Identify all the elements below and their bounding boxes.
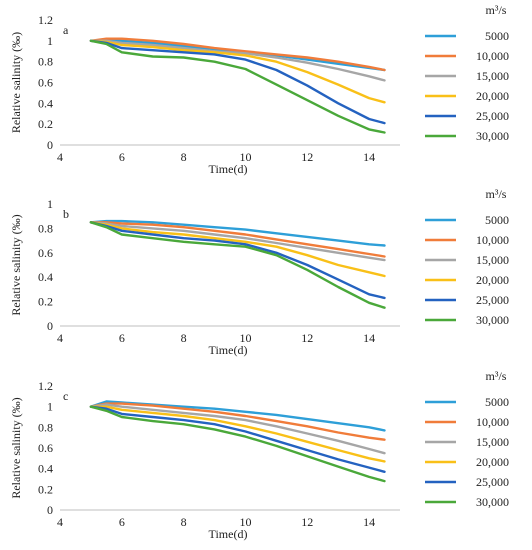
y-axis-label: Relative salinity (‰)	[9, 214, 23, 315]
y-tick-label: 1	[47, 400, 53, 414]
panel-label: b	[63, 207, 69, 221]
y-tick-label: 1.2	[38, 379, 53, 393]
legend-entry-label: 5000	[485, 213, 509, 227]
series-line	[89, 39, 386, 125]
x-axis-label: Time(d)	[209, 527, 248, 541]
legend-entry-label: 10,000	[476, 233, 509, 247]
series-line	[89, 221, 386, 262]
series-line	[89, 221, 386, 300]
panel-c: 0 0.2 0.4 0.6 0.8 1 1.2 4 6 8 10 12 14 Time(d) Relativ…	[9, 379, 400, 541]
series-line	[89, 221, 386, 258]
legend-entry-label: 20,000	[476, 455, 509, 469]
y-tick-label: 0.6	[38, 441, 53, 455]
x-tick-label: 6	[119, 331, 125, 345]
series-line	[89, 403, 386, 455]
series-line	[89, 221, 386, 278]
x-tick-label: 8	[181, 331, 187, 345]
x-tick-label: 12	[301, 150, 313, 164]
x-tick-label: 4	[57, 331, 63, 345]
chart-legends: m³/s500010,00015,00020,00025,00030,000m³…	[425, 3, 509, 509]
legend-unit-title: m³/s	[486, 187, 507, 201]
y-tick-label: 0	[47, 319, 53, 333]
series-line	[89, 39, 386, 134]
series-line	[89, 402, 386, 441]
x-tick-label: 10	[239, 150, 251, 164]
y-tick-label: 1.2	[38, 13, 53, 27]
legend-unit-title: m³/s	[486, 369, 507, 383]
y-tick-label: 1	[47, 34, 53, 48]
x-tick-label: 12	[301, 515, 313, 529]
y-tick-label: 0.6	[38, 246, 53, 260]
x-tick-label: 6	[119, 515, 125, 529]
legend-entry-label: 15,000	[476, 69, 509, 83]
y-axis-label: Relative salinity (‰)	[9, 397, 23, 498]
y-tick-label: 0.4	[38, 462, 53, 476]
legend-entry-label: 15,000	[476, 253, 509, 267]
series-line	[89, 405, 386, 463]
x-tick-label: 14	[363, 515, 375, 529]
legend-entry-label: 10,000	[476, 415, 509, 429]
y-tick-label: 0.4	[38, 96, 53, 110]
series-line	[89, 37, 386, 72]
x-axis-label: Time(d)	[209, 162, 248, 176]
series-line	[89, 39, 386, 104]
y-tick-label: 0.8	[38, 55, 53, 69]
legend-entry-label: 30,000	[476, 129, 509, 143]
series-line	[89, 400, 386, 432]
x-tick-label: 4	[57, 515, 63, 529]
series-line	[89, 405, 386, 473]
legend-entry-label: 25,000	[476, 109, 509, 123]
legend-unit-title: m³/s	[486, 3, 507, 17]
y-tick-label: 0.2	[38, 295, 53, 309]
legend-entry-label: 5000	[485, 395, 509, 409]
y-tick-label: 1	[47, 197, 53, 211]
legend-c: m³/s 5000 10,000 15,000 20,000 25,000 30,000	[425, 369, 509, 509]
series-line	[89, 405, 386, 483]
x-tick-label: 6	[119, 150, 125, 164]
y-tick-label: 0.2	[38, 117, 53, 131]
series-line	[89, 39, 386, 82]
legend-entry-label: 30,000	[476, 313, 509, 327]
legend-entry-label: 20,000	[476, 273, 509, 287]
x-tick-label: 10	[239, 331, 251, 345]
legend-a: m³/s 5000 10,000 15,000 20,000 25,000 30,000	[425, 3, 509, 143]
y-tick-label: 0.2	[38, 482, 53, 496]
y-tick-label: 0	[47, 503, 53, 517]
x-tick-label: 10	[239, 515, 251, 529]
legend-entry-label: 25,000	[476, 475, 509, 489]
legend-entry-label: 30,000	[476, 495, 509, 509]
y-tick-label: 0.8	[38, 420, 53, 434]
x-tick-label: 12	[301, 331, 313, 345]
x-tick-label: 14	[363, 331, 375, 345]
chart-panels: 00.20.40.60.811.24 6 8 10 12 14Time(d)Relativ…	[9, 13, 400, 541]
y-tick-label: 0.8	[38, 221, 53, 235]
y-tick-label: 0.4	[38, 270, 53, 284]
y-axis-label: Relative salinity (‰)	[9, 32, 23, 133]
y-tick-label: 0.6	[38, 76, 53, 90]
series-line	[89, 219, 386, 247]
y-tick-label: 0	[47, 138, 53, 152]
panel-label: c	[63, 389, 68, 403]
legend-entry-label: 20,000	[476, 89, 509, 103]
legend-entry-label: 5000	[485, 29, 509, 43]
x-tick-label: 8	[181, 150, 187, 164]
panel-label: a	[63, 23, 69, 37]
legend-entry-label: 15,000	[476, 435, 509, 449]
x-tick-label: 4	[57, 150, 63, 164]
x-tick-label: 14	[363, 150, 375, 164]
legend-entry-label: 10,000	[476, 49, 509, 63]
legend-entry-label: 25,000	[476, 293, 509, 307]
legend-b: m³/s 5000 10,000 15,000 20,000 25,000 30,000	[425, 187, 509, 327]
x-axis-label: Time(d)	[209, 343, 248, 357]
series-line	[89, 221, 386, 309]
x-tick-label: 8	[181, 515, 187, 529]
panel-a: 0 0.2 0.4 0.6 0.8 1 1.2 4 6 8 10 12 14 Time(d) Relativ…	[9, 13, 400, 176]
